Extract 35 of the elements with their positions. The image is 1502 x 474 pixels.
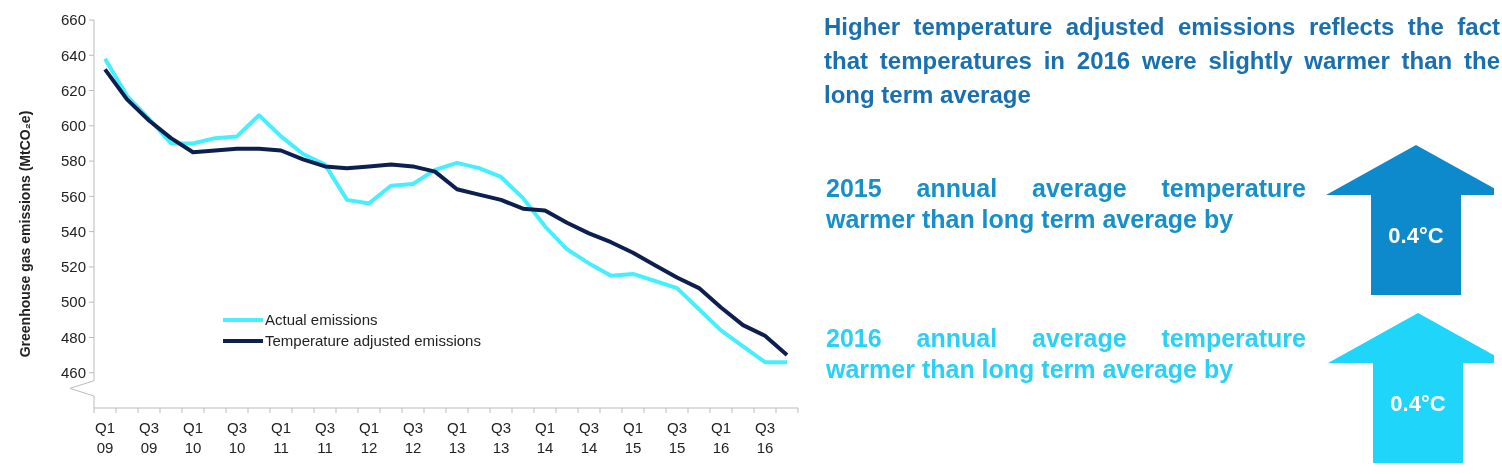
x-tick-label: Q3 14 (578, 419, 600, 456)
x-tick-label: Q1 10 (182, 419, 204, 456)
y-tick-label: 600 (60, 117, 86, 135)
y-tick-label: 620 (60, 81, 86, 99)
x-tick-label: Q3 09 (138, 419, 160, 456)
y-tick-label: 480 (60, 328, 86, 346)
y-tick-label: 500 (60, 293, 86, 311)
x-tick-label: Q1 09 (94, 419, 116, 456)
x-tick-label: Q1 16 (710, 419, 732, 456)
x-tick-label: Q1 12 (358, 419, 380, 456)
x-tick-label: Q1 15 (622, 419, 644, 456)
text: Higher temperature adjusted emissions reflects the fact that temperatures in 2016 were slightly warmer than the long term average (824, 12, 1500, 110)
y-tick-label: 580 (60, 152, 86, 170)
y-tick-label: 640 (60, 46, 86, 64)
text: 0.4°C (1388, 223, 1444, 248)
x-tick-label: Q3 11 (314, 419, 336, 456)
y-tick-label: 520 (60, 258, 86, 276)
y-tick-label: 460 (60, 363, 86, 381)
text: 2015 annual average temperature warmer than long term average by (826, 173, 1306, 235)
text: 2016 annual average temperature warmer than long term average by (826, 323, 1306, 385)
legend-label: Actual emissions (265, 311, 378, 329)
x-tick-label: Q3 12 (402, 419, 424, 456)
x-tick-label: Q1 13 (446, 419, 468, 456)
x-tick-label: Q3 10 (226, 419, 248, 456)
y-tick-label: 660 (60, 11, 86, 29)
x-tick-label: Q3 13 (490, 419, 512, 456)
x-tick-label: Q3 16 (754, 419, 776, 456)
x-tick-label: Q3 15 (666, 419, 688, 456)
y-axis-title: Greenhouse gas emissions (MtCO₂e) (17, 110, 33, 358)
legend-label: Temperature adjusted emissions (265, 332, 481, 350)
x-tick-label: Q1 14 (534, 419, 556, 456)
x-tick-label: Q1 11 (270, 419, 292, 456)
text: 0.4°C (1390, 391, 1446, 416)
y-tick-label: 560 (60, 187, 86, 205)
y-tick-label: 540 (60, 222, 86, 240)
